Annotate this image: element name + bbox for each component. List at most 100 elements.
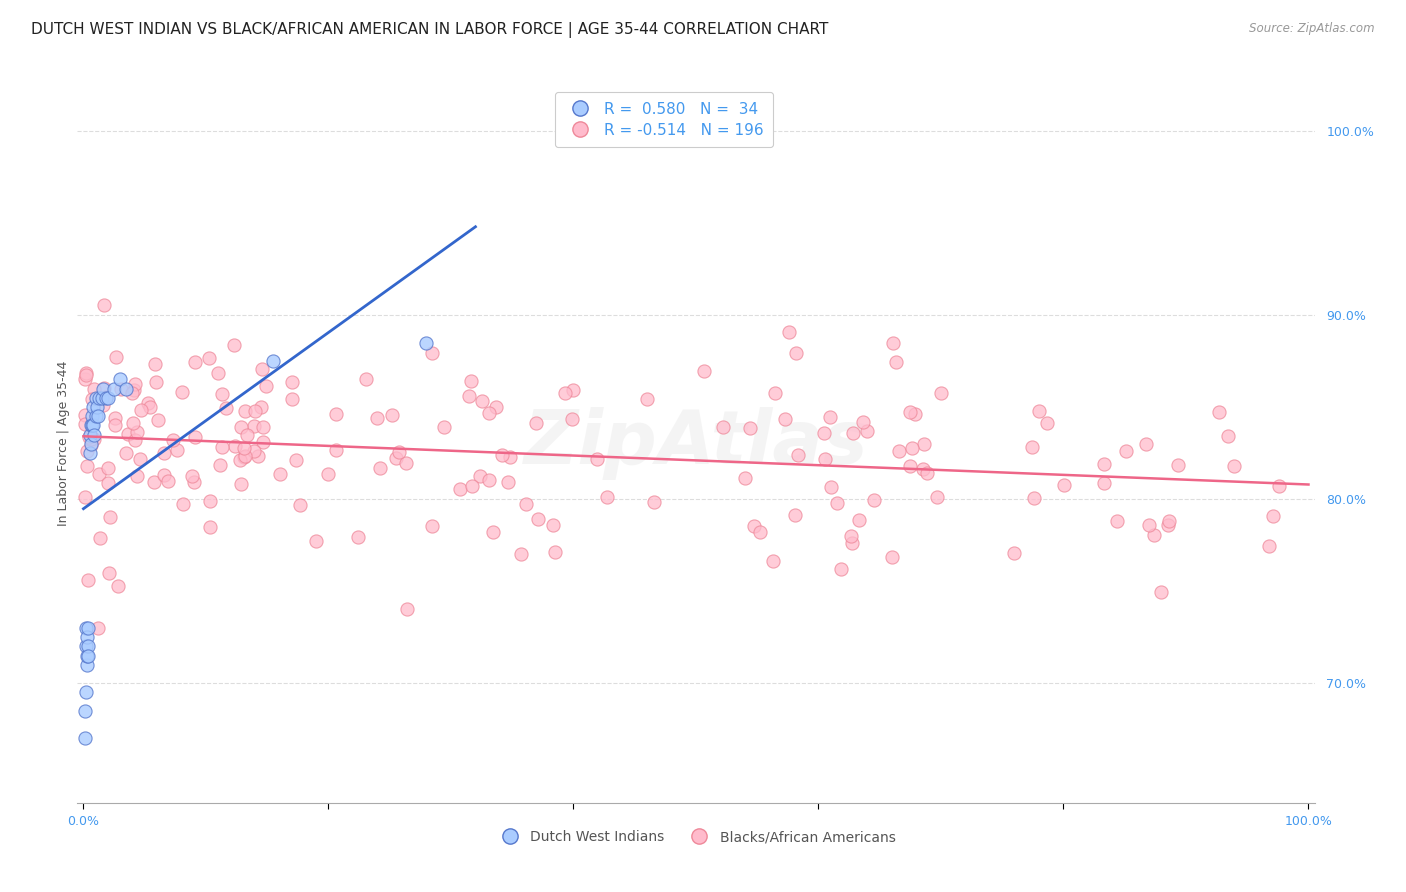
Point — [1092, 476, 1115, 491]
Point — [471, 393, 494, 408]
Point — [384, 451, 406, 466]
Point — [76, 458, 98, 473]
Point — [107, 579, 129, 593]
Point — [82, 400, 104, 414]
Point — [86, 400, 108, 414]
Point — [636, 392, 658, 406]
Point — [77, 621, 100, 635]
Point — [80, 409, 103, 424]
Point — [734, 471, 756, 485]
Point — [143, 357, 166, 371]
Point — [94, 391, 117, 405]
Point — [415, 335, 437, 350]
Point — [104, 411, 127, 425]
Point — [912, 437, 935, 451]
Point — [1002, 546, 1025, 560]
Point — [900, 441, 922, 455]
Point — [848, 513, 870, 527]
Point — [284, 453, 307, 467]
Point — [420, 518, 443, 533]
Point — [561, 412, 583, 426]
Point — [510, 547, 533, 561]
Point — [224, 439, 246, 453]
Point — [73, 408, 96, 422]
Point — [117, 426, 139, 441]
Point — [749, 524, 772, 539]
Point — [482, 525, 505, 540]
Point — [153, 467, 176, 482]
Point — [1092, 457, 1115, 471]
Point — [172, 385, 194, 400]
Point — [814, 451, 837, 466]
Point — [818, 410, 841, 425]
Point — [198, 519, 221, 533]
Point — [76, 630, 98, 644]
Point — [252, 419, 274, 434]
Point — [827, 496, 849, 510]
Point — [91, 382, 114, 396]
Point — [73, 490, 96, 504]
Point — [75, 368, 97, 382]
Point — [773, 412, 796, 426]
Point — [83, 382, 105, 396]
Point — [83, 427, 105, 442]
Point — [1222, 459, 1244, 474]
Point — [77, 429, 100, 443]
Point — [75, 640, 97, 654]
Point — [145, 376, 167, 390]
Point — [153, 446, 176, 460]
Point — [236, 427, 259, 442]
Point — [96, 390, 118, 404]
Point — [354, 372, 377, 386]
Point — [73, 704, 96, 718]
Point — [129, 451, 152, 466]
Point — [1208, 405, 1230, 419]
Point — [243, 404, 266, 418]
Point — [242, 419, 264, 434]
Point — [1157, 514, 1180, 528]
Point — [562, 383, 585, 397]
Point — [515, 497, 537, 511]
Point — [1143, 527, 1166, 541]
Point — [87, 467, 110, 481]
Point — [215, 401, 238, 415]
Point — [80, 428, 103, 442]
Point — [882, 335, 904, 350]
Point — [1105, 515, 1128, 529]
Point — [786, 448, 808, 462]
Point — [129, 403, 152, 417]
Point — [77, 648, 100, 663]
Point — [166, 443, 188, 458]
Point — [544, 545, 567, 559]
Point — [262, 354, 284, 368]
Point — [852, 415, 875, 429]
Point — [122, 384, 145, 398]
Point — [898, 405, 921, 419]
Point — [232, 450, 254, 464]
Point — [305, 534, 328, 549]
Point — [180, 468, 202, 483]
Point — [1035, 416, 1057, 430]
Point — [114, 446, 136, 460]
Point — [252, 435, 274, 450]
Point — [87, 621, 110, 635]
Point — [73, 372, 96, 386]
Point — [124, 376, 146, 391]
Point — [1053, 477, 1076, 491]
Point — [91, 398, 114, 412]
Point — [250, 362, 273, 376]
Point — [526, 512, 548, 526]
Point — [246, 449, 269, 463]
Point — [254, 378, 277, 392]
Point — [880, 549, 903, 564]
Point — [184, 354, 207, 368]
Point — [499, 450, 522, 464]
Point — [325, 407, 347, 421]
Point — [288, 498, 311, 512]
Point — [395, 456, 418, 470]
Point — [785, 508, 807, 523]
Point — [541, 518, 564, 533]
Point — [76, 443, 98, 458]
Point — [269, 467, 291, 482]
Point — [347, 530, 370, 544]
